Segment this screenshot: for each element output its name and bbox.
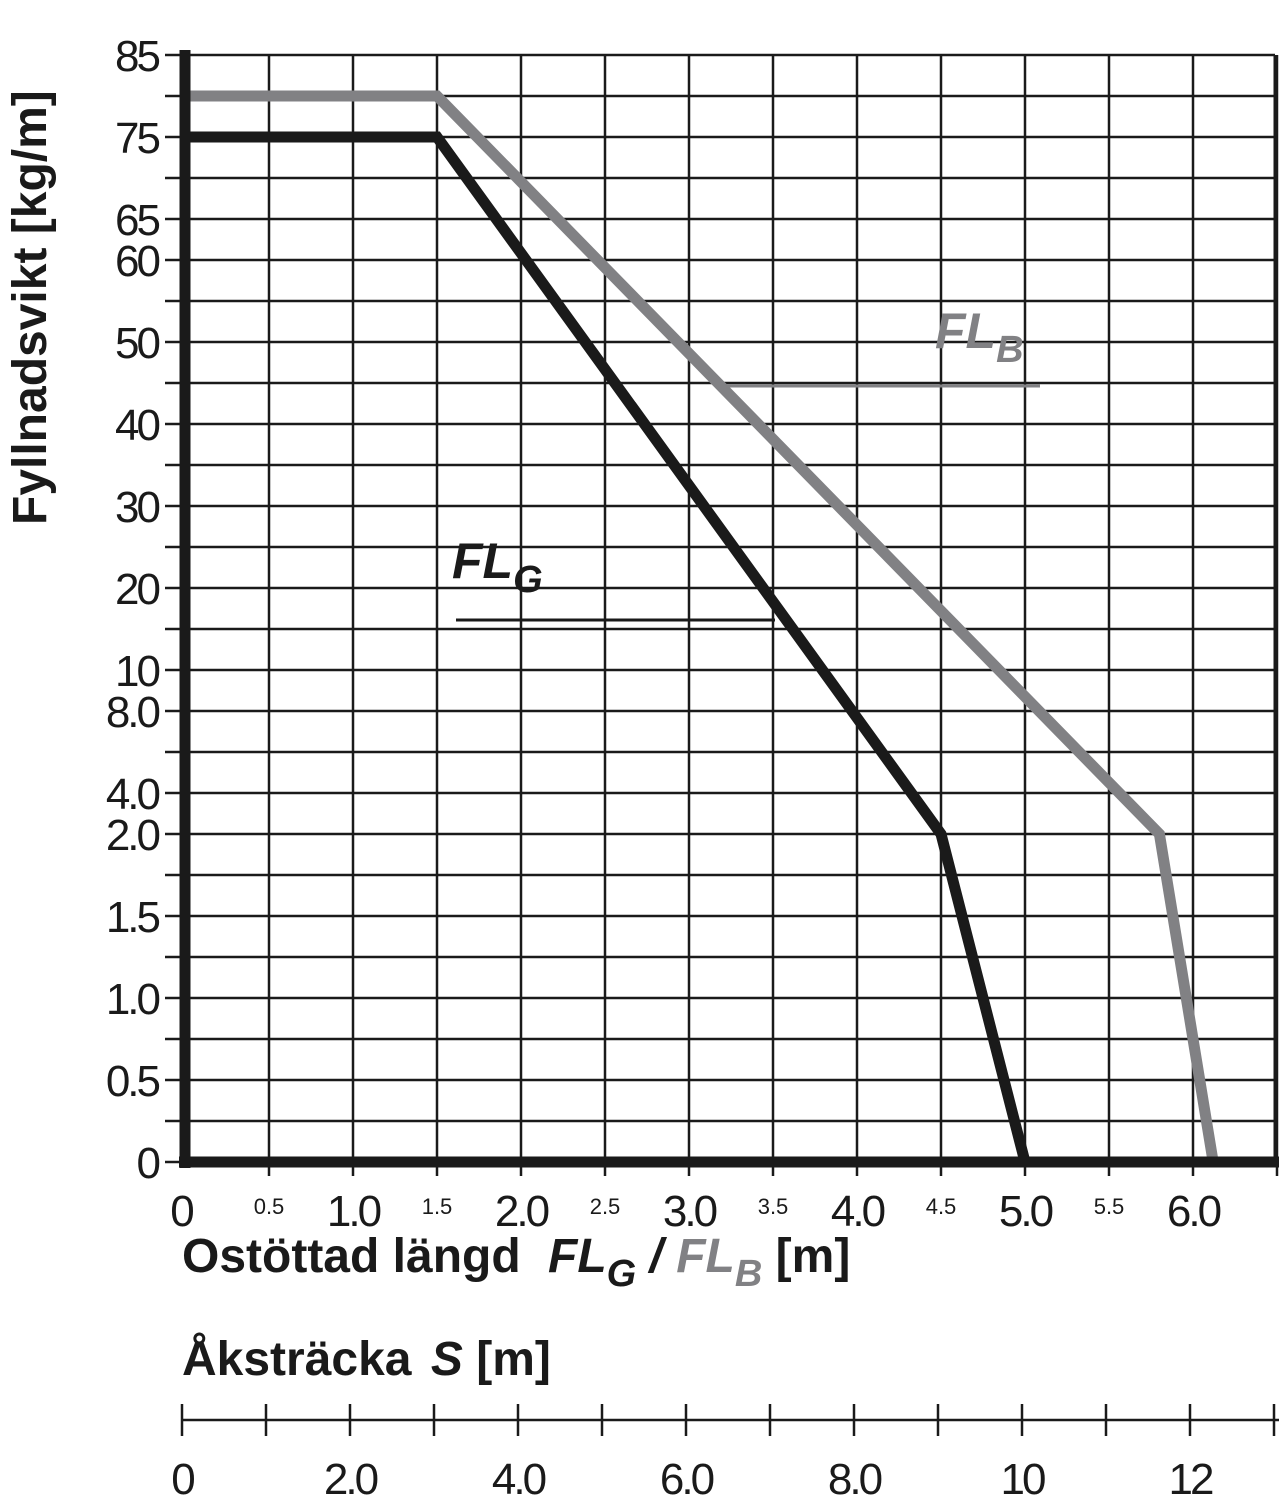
y-tick-label: 0	[137, 1139, 160, 1188]
y-tick-label: 1.0	[106, 975, 160, 1024]
grid	[165, 53, 1279, 1176]
y-tick-label: 20	[115, 565, 159, 614]
y-tick-label: 4.0	[106, 770, 160, 819]
secondary-x-axis: 0 2.0 4.0 6.0 8.0 10 12	[171, 1404, 1279, 1500]
y-tick-label: 30	[115, 483, 159, 532]
x2-tick-label: 6.0	[660, 1455, 714, 1500]
y-tick-label: 2.0	[106, 811, 160, 860]
x2-tick-label: 4.0	[492, 1455, 546, 1500]
x-tick-label: 3.0	[663, 1187, 717, 1236]
x-tick-label: 4.0	[831, 1187, 885, 1236]
x2-tick-label: 2.0	[324, 1455, 378, 1500]
x2-tick-label: 10	[1001, 1455, 1045, 1500]
series-lines	[185, 90, 1219, 1164]
y-tick-label: 65	[115, 196, 159, 245]
x-minor-tick-label: 3.5	[758, 1194, 789, 1219]
x-minor-tick-label: 5.5	[1094, 1194, 1125, 1219]
y-tick-label: 8.0	[106, 688, 160, 737]
series-label-flb: FLB	[935, 303, 1024, 371]
x-minor-tick-label: 4.5	[926, 1194, 957, 1219]
y-tick-label: 0.5	[106, 1057, 160, 1106]
series-label-flg: FLG	[452, 533, 543, 601]
axes	[179, 50, 1279, 1168]
y-tick-label: 75	[115, 114, 159, 163]
x-tick-label: 2.0	[495, 1187, 549, 1236]
x-axis-label: Ostöttad längd FLG / FLB [m]	[182, 1230, 850, 1297]
series-line-flb	[185, 90, 1219, 1163]
y-tick-label: 50	[115, 319, 159, 368]
x-tick-label: 0	[170, 1187, 193, 1236]
x-tick-label: 6.0	[1167, 1187, 1221, 1236]
series-line-flg	[185, 131, 1031, 1164]
x-minor-tick-label: 1.5	[422, 1194, 453, 1219]
y-tick-label: 1.5	[106, 893, 160, 942]
y-axis-label: Fyllnadsvikt [kg/m]	[4, 90, 57, 525]
x2-tick-label: 8.0	[828, 1455, 882, 1500]
x-minor-tick-label: 0.5	[254, 1194, 285, 1219]
y-tick-label: 40	[115, 401, 159, 450]
x-tick-label: 1.0	[327, 1187, 381, 1236]
y-tick-label: 60	[115, 237, 159, 286]
y-tick-label: 85	[115, 32, 159, 81]
x2-tick-label: 12	[1169, 1455, 1213, 1500]
x2-tick-label: 0	[171, 1455, 194, 1500]
x-tick-label: 5.0	[999, 1187, 1053, 1236]
y-tick-label: 10	[115, 647, 159, 696]
x-minor-tick-label: 2.5	[590, 1194, 621, 1219]
x2-axis-label: Åksträcka S [m]	[182, 1332, 551, 1386]
